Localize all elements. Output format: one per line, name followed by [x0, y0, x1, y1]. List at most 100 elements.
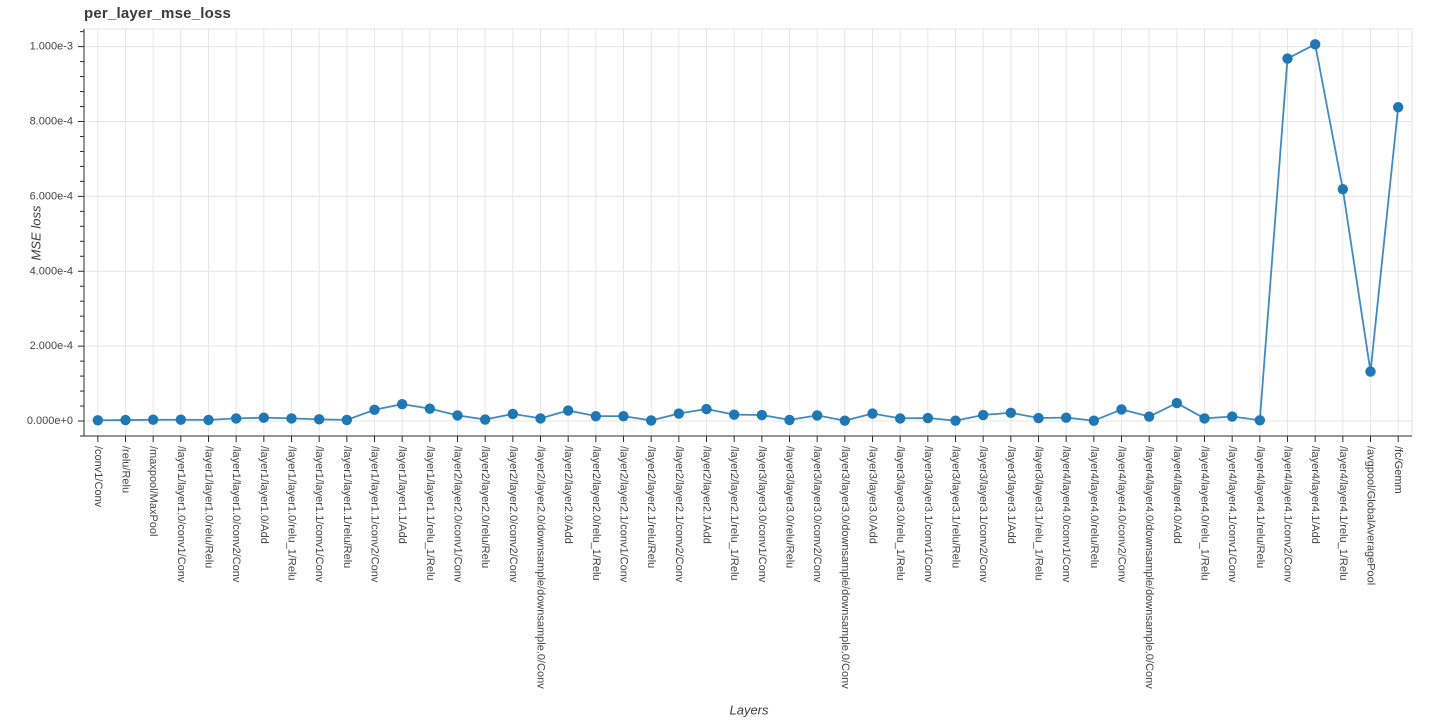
data-point-marker — [922, 412, 934, 424]
x-tick-label: /layer2/layer2.0/conv2/Conv — [507, 446, 519, 583]
data-point-marker — [1199, 413, 1210, 424]
data-point-marker — [424, 403, 436, 414]
series-line — [97, 43, 1400, 422]
data-point-marker — [1005, 407, 1017, 418]
y-axis-title: MSE loss — [29, 205, 44, 260]
data-point-marker — [673, 408, 685, 419]
x-tick-label: /layer2/layer2.0/downsample/downsample.0… — [535, 446, 547, 689]
x-tick-label: /relu/Relu — [120, 446, 132, 493]
data-point-marker — [479, 414, 491, 425]
x-tick-label: /layer4/layer4.0/downsample/downsample.0… — [1143, 446, 1155, 689]
x-tick-label: /layer3/layer3.1/conv2/Conv — [977, 446, 989, 583]
data-point-marker — [313, 414, 325, 425]
x-tick-label: /layer3/layer3.0/conv2/Conv — [811, 446, 823, 583]
data-point-marker — [756, 409, 768, 421]
data-point-marker — [452, 410, 463, 421]
data-point-marker — [562, 405, 574, 416]
x-tick-label: /layer1/layer1.1/relu/Relu — [341, 446, 353, 568]
data-point-marker — [977, 409, 989, 421]
data-point-marker — [784, 414, 795, 426]
x-tick-label: /layer3/layer3.0/relu_1/Relu — [894, 446, 906, 581]
data-point-marker — [1254, 415, 1266, 426]
x-tick-label: /layer2/layer2.1/conv1/Conv — [618, 446, 630, 583]
data-point-marker — [147, 414, 159, 425]
data-point-marker — [894, 413, 906, 424]
data-point-marker — [1282, 53, 1293, 64]
x-tick-label: /layer2/layer2.1/Add — [701, 446, 713, 544]
x-tick-label: /layer4/layer4.1/conv1/Conv — [1226, 446, 1238, 583]
x-tick-label: /fc/Gemm — [1392, 446, 1404, 494]
x-tick-label: /layer3/layer3.1/relu/Relu — [950, 446, 962, 568]
data-point-marker — [175, 414, 187, 425]
chart-title: per_layer_mse_loss — [84, 5, 232, 22]
x-tick-label: /layer3/layer3.0/downsample/downsample.0… — [839, 446, 851, 689]
data-point-marker — [203, 414, 214, 426]
x-tick-label: /layer3/layer3.0/conv1/Conv — [756, 446, 768, 583]
data-point-marker — [618, 410, 629, 422]
x-axis-title: Layers — [729, 703, 769, 718]
x-tick-label: /layer3/layer3.1/relu_1/Relu — [1033, 446, 1045, 581]
data-point-marker — [535, 413, 546, 424]
x-tick-label: /layer1/layer1.0/relu_1/Relu — [286, 446, 298, 581]
x-tick-label: /layer2/layer2.1/relu/Relu — [645, 446, 657, 568]
x-tick-label: /maxpool/MaxPool — [147, 446, 159, 537]
y-tick-label: 4.000e-4 — [30, 265, 73, 277]
data-point-marker — [1337, 184, 1349, 195]
y-tick-label: 6.000e-4 — [30, 190, 73, 202]
x-tick-label: /layer4/layer4.1/Add — [1309, 446, 1321, 544]
data-point-marker — [1088, 415, 1100, 426]
x-tick-label: /layer4/layer4.1/conv2/Conv — [1282, 446, 1294, 583]
x-tick-label: /layer1/layer1.0/conv2/Conv — [230, 446, 242, 583]
x-tick-label: /layer4/layer4.0/conv1/Conv — [1060, 446, 1072, 583]
data-point-marker — [590, 410, 602, 422]
data-point-marker — [92, 415, 104, 426]
data-point-marker — [1116, 404, 1127, 415]
x-tick-label: /layer4/layer4.0/relu/Relu — [1088, 446, 1100, 568]
x-tick-label: /layer1/layer1.1/relu_1/Relu — [424, 446, 436, 581]
data-point-marker — [369, 404, 380, 415]
x-tick-label: /layer2/layer2.0/relu_1/Relu — [590, 446, 602, 581]
data-point-marker — [396, 398, 408, 410]
x-tick-label: /layer1/layer1.1/conv2/Conv — [369, 446, 381, 583]
x-tick-label: /layer4/layer4.0/relu_1/Relu — [1199, 446, 1211, 581]
x-tick-label: /layer1/layer1.0/Add — [258, 446, 270, 544]
x-tick-label: /layer2/layer2.0/Add — [562, 446, 574, 544]
x-tick-label: /layer3/layer3.1/conv1/Conv — [922, 446, 934, 583]
x-tick-label: /layer3/layer3.0/relu/Relu — [784, 446, 796, 568]
x-tick-label: /layer1/layer1.0/relu/Relu — [203, 446, 215, 568]
x-tick-label: /layer4/layer4.0/conv2/Conv — [1116, 446, 1128, 583]
data-point-marker — [230, 413, 242, 424]
data-point-marker — [1226, 411, 1238, 422]
data-point-marker — [728, 409, 740, 420]
data-point-marker — [1171, 397, 1183, 409]
x-tick-label: /layer3/layer3.0/Add — [867, 446, 879, 544]
data-point-marker — [258, 412, 270, 423]
data-point-marker — [286, 413, 297, 424]
data-point-marker — [867, 408, 878, 419]
data-point-marker — [1033, 412, 1044, 424]
y-tick-label: 8.000e-4 — [30, 115, 73, 127]
x-tick-label: /layer4/layer4.1/relu/Relu — [1254, 446, 1266, 568]
data-point-marker — [1060, 412, 1072, 423]
x-tick-label: /conv1/Conv — [92, 446, 104, 508]
x-tick-label: /layer2/layer2.1/relu_1/Relu — [728, 446, 740, 581]
data-point-marker — [645, 415, 657, 426]
data-point-marker — [1143, 411, 1155, 422]
x-tick-label: /layer4/layer4.1/relu_1/Relu — [1337, 446, 1349, 581]
plot-outline — [83, 28, 1413, 437]
x-tick-label: /layer1/layer1.1/Add — [396, 446, 408, 544]
x-tick-label: /layer2/layer2.0/conv1/Conv — [452, 446, 464, 583]
data-point-marker — [1365, 366, 1376, 377]
data-point-marker — [507, 408, 519, 420]
data-point-marker — [120, 414, 131, 426]
data-point-marker — [701, 403, 712, 415]
y-tick-label: 0.000e+0 — [27, 415, 73, 427]
y-tick-label: 1.000e-3 — [30, 41, 73, 53]
x-tick-label: /avgpool/GlobalAveragePool — [1365, 446, 1377, 585]
x-tick-label: /layer1/layer1.0/conv1/Conv — [175, 446, 187, 583]
data-point-marker — [950, 415, 961, 426]
data-point-marker — [1392, 102, 1404, 113]
data-point-marker — [1309, 39, 1321, 50]
